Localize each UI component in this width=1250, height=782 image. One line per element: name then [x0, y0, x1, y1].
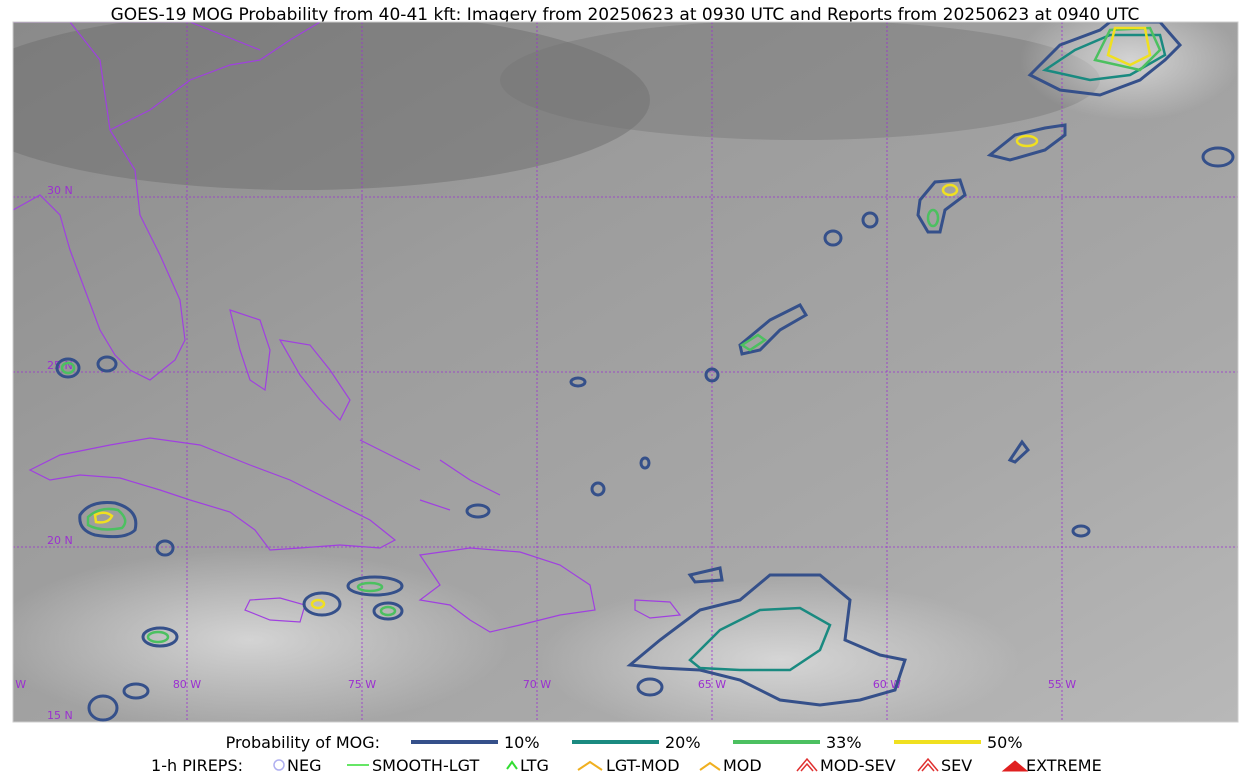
graticule: [13, 22, 1238, 722]
pirep-label: MOD-SEV: [820, 756, 896, 775]
pirep-label: EXTREME: [1026, 756, 1102, 775]
contour-10: [986, 123, 1067, 162]
coastlines: [13, 22, 682, 633]
legend-title: 1-h PIREPS:: [151, 756, 243, 775]
contour-10: [96, 355, 118, 373]
legend: Probability of MOG: 10% 20% 33% 50% 1-h PIREP…: [151, 733, 1102, 775]
contour-33: [86, 507, 127, 531]
pirep-symbol: [273, 759, 285, 771]
cloud-region: [1020, 22, 1238, 120]
contour-10: [569, 376, 587, 388]
pirep-label: SMOOTH-LGT: [372, 756, 479, 775]
pirep-symbol: [699, 761, 721, 771]
pirep-symbol: [1001, 760, 1029, 772]
pirep-label: LGT-MOD: [606, 756, 680, 775]
pirep-label: MOD: [723, 756, 762, 775]
pirep-symbol: [796, 757, 818, 772]
lon-label: 70 W: [523, 678, 551, 691]
mog-contours: [55, 22, 1235, 722]
coastline-bahamas: [229, 309, 501, 511]
contour-10: [738, 303, 809, 356]
contour-20: [688, 606, 832, 672]
contour-10: [122, 682, 150, 700]
lat-label: 30 N: [47, 184, 73, 197]
coastline-jamaica: [244, 597, 306, 623]
pirep-symbol: [577, 760, 603, 771]
coastline-puerto-rico: [634, 599, 682, 619]
pirep-label: SEV: [941, 756, 972, 775]
cloud-region: [13, 550, 510, 722]
legend-title: Probability of MOG:: [226, 733, 380, 752]
contour-50: [1106, 26, 1152, 67]
map-frame: [12, 21, 1239, 723]
contour-10: [1007, 439, 1031, 464]
coastline-us: [13, 22, 261, 51]
lon-label: 55 W: [1048, 678, 1076, 691]
pirep-label: LTG: [520, 756, 549, 775]
legend-label: 50%: [987, 733, 1023, 752]
lon-label: 75 W: [348, 678, 376, 691]
pirep-label: NEG: [287, 756, 321, 775]
legend-label: 20%: [665, 733, 701, 752]
contour-10: [916, 178, 967, 234]
coastline-hispaniola: [418, 547, 596, 633]
contour-33: [926, 208, 940, 228]
contour-10: [55, 357, 81, 379]
legend-label: 33%: [826, 733, 862, 752]
contour-33: [146, 630, 170, 644]
contour-10: [346, 575, 404, 597]
contour-10: [78, 501, 138, 539]
contour-20: [1041, 33, 1167, 82]
contour-50: [310, 598, 326, 610]
contour-33: [60, 361, 76, 375]
lat-label: 15 N: [47, 709, 73, 722]
contour-10: [861, 211, 879, 229]
contour-10: [1071, 524, 1091, 538]
lon-label: 85 W: [0, 678, 26, 691]
contour-10: [465, 503, 491, 519]
dry-region: [13, 22, 650, 190]
pirep-symbol: [917, 757, 939, 772]
contour-33: [356, 581, 384, 593]
graticule-labels: 30 N25 N20 N15 N85 W 80 W 75 W 70 W 65 W 60 W…: [0, 184, 1076, 722]
lon-label: 80 W: [173, 678, 201, 691]
contour-10: [626, 573, 907, 707]
coastline-cuba: [28, 437, 397, 551]
contour-10: [823, 229, 843, 247]
contour-10: [639, 456, 651, 470]
contour-10: [636, 677, 664, 697]
cloud-region: [540, 580, 1020, 722]
title: GOES-19 MOG Probability from 40-41 kft: …: [111, 5, 1140, 25]
contour-50: [1015, 134, 1039, 148]
contour-10: [704, 367, 720, 383]
contour-10: [1027, 22, 1183, 97]
contour-10: [1201, 146, 1235, 168]
lat-label: 20 N: [47, 534, 73, 547]
contour-10: [155, 539, 175, 557]
contour-10: [141, 626, 179, 648]
contour-50: [941, 183, 959, 197]
contour-33: [739, 333, 768, 352]
contour-33: [379, 605, 397, 617]
legend-label: 10%: [504, 733, 540, 752]
contour-33: [1093, 26, 1162, 72]
contour-10: [590, 481, 606, 497]
contour-10: [302, 591, 342, 617]
contour-10: [372, 601, 404, 621]
coastline-florida: [13, 22, 186, 381]
dry-region: [500, 22, 1100, 140]
map: 30 N25 N20 N15 N85 W 80 W 75 W 70 W 65 W 60 W…: [0, 22, 1238, 722]
lon-label: 65 W: [698, 678, 726, 691]
coastline-us: [109, 22, 321, 131]
pirep-symbol: [506, 760, 518, 770]
contour-10: [87, 694, 119, 722]
contour-50: [93, 511, 114, 524]
contour-10: [687, 566, 724, 584]
